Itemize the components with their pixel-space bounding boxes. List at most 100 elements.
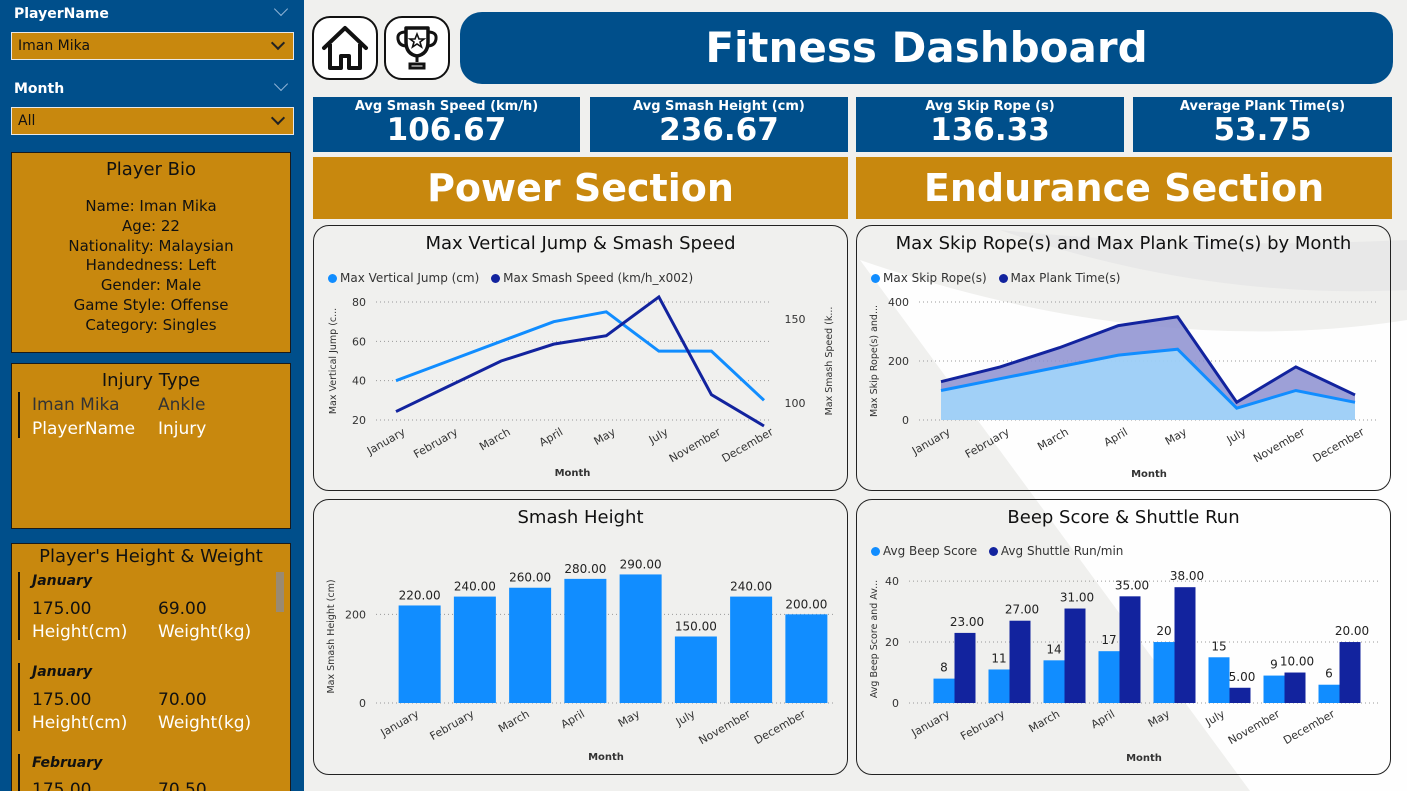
hw-weight-label: Weight(kg) [158, 622, 252, 642]
x-tick-label: December [720, 425, 776, 465]
month-filter-label: Month [14, 81, 65, 97]
kpi-value: 106.67 [386, 112, 507, 148]
y-tick-label: 80 [352, 296, 366, 309]
bar-beep-score [1208, 657, 1230, 703]
player-filter-dropdown[interactable]: Iman Mika [11, 32, 294, 60]
bio-line: Game Style: Offense [73, 295, 229, 314]
player-filter-value: Iman Mika [18, 38, 91, 54]
x-tick-label: July [673, 707, 698, 729]
x-tick-label: May [616, 707, 643, 730]
x-tick-label: May [592, 425, 619, 448]
month-filter-dropdown[interactable]: All [11, 107, 294, 135]
legend-item[interactable]: Avg Beep Score [871, 544, 977, 558]
month-filter-value: All [18, 113, 36, 129]
chart-title: Smash Height [517, 507, 644, 528]
sidebar: PlayerName Iman Mika Month All Player Bi… [0, 0, 304, 791]
bar [674, 636, 717, 703]
bar-beep-score [988, 669, 1010, 703]
kpi-card-smash-speed: Avg Smash Speed (km/h) 106.67 [313, 97, 580, 152]
bio-line: Age: 22 [122, 216, 180, 235]
legend-item[interactable]: Max Vertical Jump (cm) [328, 271, 479, 285]
x-tick-label: December [752, 707, 808, 747]
kpi-label: Avg Smash Height (cm) [633, 99, 805, 114]
data-label: 20.00 [1335, 624, 1369, 638]
height-weight-title: Player's Height & Weight [39, 546, 263, 567]
legend-label: Max Plank Time(s) [1010, 271, 1121, 285]
player-filter-collapse-icon[interactable] [273, 1, 289, 17]
bio-line: Gender: Male [100, 276, 202, 295]
x-tick-label: July [1224, 425, 1249, 447]
grouped-bar-chart: 0 20 40 Avg Beep Score and Av... Month 8 23.00… [869, 569, 1379, 764]
y2-axis-label: Max Smash Speed (k... [824, 307, 835, 416]
bar-shuttle-run [1284, 672, 1306, 703]
y-tick-label: 0 [892, 697, 899, 710]
beep-shuttle-panel: Beep Score & Shuttle Run Avg Beep Score … [856, 499, 1391, 775]
bar [453, 596, 496, 703]
chart-title: Max Skip Rope(s) and Max Plank Time(s) b… [895, 233, 1352, 254]
month-filter-collapse-icon[interactable] [273, 76, 289, 92]
bar [398, 605, 441, 703]
legend-dot-icon [988, 547, 998, 556]
chart-legend: Max Skip Rope(s) Max Plank Time(s) [871, 271, 1128, 285]
legend-dot-icon [491, 274, 501, 283]
data-label: 5.00 [1229, 670, 1256, 684]
dashboard-title: Fitness Dashboard [460, 12, 1393, 84]
legend-item[interactable]: Max Skip Rope(s) [871, 271, 987, 285]
injury-player-name: Iman Mika [32, 395, 120, 415]
legend-dot-icon [998, 274, 1008, 283]
chevron-down-icon [270, 110, 286, 126]
x-tick-label: January [909, 707, 953, 740]
x-axis-label: Month [555, 468, 591, 479]
bar-shuttle-run [1229, 687, 1251, 703]
y-axis-label: Max Smash Height (cm) [326, 579, 337, 693]
legend-dot-icon [871, 547, 880, 556]
trophy-button[interactable] [384, 16, 450, 80]
hw-entry-weight: 69.00 [158, 599, 207, 619]
smash-height-panel: Smash Height 0 200 Max Smash Height (cm) Mo… [313, 499, 848, 775]
hw-entry-height: 175.00 [32, 780, 92, 791]
x-tick-label: November [667, 425, 723, 465]
x-tick-label: May [1146, 707, 1173, 730]
bar-beep-score [933, 678, 955, 703]
scrollbar-thumb[interactable] [276, 572, 284, 612]
bar-shuttle-run [1174, 587, 1196, 703]
y-tick-label: 20 [885, 636, 899, 649]
hw-entry-month: February [32, 755, 103, 771]
hw-height-label: Height(cm) [32, 713, 128, 733]
x-tick-label: April [1102, 425, 1130, 449]
data-label: 20 [1156, 624, 1171, 638]
x-tick-label: November [697, 707, 753, 747]
x-tick-label: May [1163, 425, 1190, 448]
legend-item[interactable]: Avg Shuttle Run/min [988, 544, 1124, 558]
x-tick-label: March [496, 707, 532, 735]
line-chart: 20 40 60 80 Max Vertical Jump (c... Month 100 1… [328, 294, 835, 479]
data-label: 9 [1270, 658, 1278, 672]
x-tick-label: February [958, 707, 1007, 743]
kpi-value: 236.67 [659, 112, 779, 148]
injury-name-label: PlayerName [32, 419, 136, 439]
legend-label: Avg Shuttle Run/min [1000, 544, 1124, 558]
bar [785, 614, 828, 703]
area-plank-time [941, 316, 1355, 409]
data-label: 31.00 [1060, 591, 1094, 605]
y-tick-label: 0 [359, 697, 366, 710]
entry-accent [18, 663, 20, 731]
data-label: 11 [991, 651, 1006, 665]
entry-accent [18, 754, 20, 791]
bio-line: Category: Singles [85, 315, 217, 334]
y-tick-label: 200 [345, 608, 366, 621]
bar-shuttle-run [954, 632, 976, 703]
legend-item[interactable]: Max Smash Speed (km/h_x002) [491, 271, 693, 285]
bio-line: Nationality: Malaysian [68, 236, 234, 255]
legend-label: Max Smash Speed (km/h_x002) [503, 271, 694, 285]
legend-item[interactable]: Max Plank Time(s) [998, 271, 1121, 285]
home-button[interactable] [312, 16, 378, 80]
y2-tick-label: 150 [785, 313, 806, 326]
data-label: 17 [1101, 633, 1116, 647]
x-tick-label: December [1281, 707, 1337, 747]
bar [730, 596, 773, 703]
bar [619, 574, 662, 703]
data-label: 23.00 [950, 615, 984, 629]
endurance-section-header: Endurance Section [856, 157, 1392, 219]
data-label: 8 [940, 661, 948, 675]
